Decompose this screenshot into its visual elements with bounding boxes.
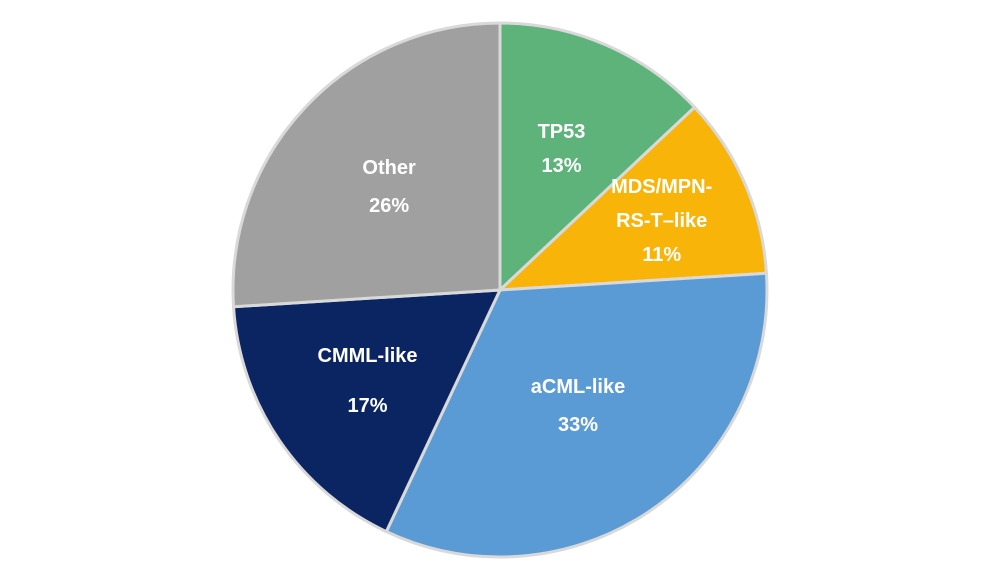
pie-slice-cmml-like bbox=[232, 288, 502, 534]
pie-label-line: 33% bbox=[558, 414, 598, 436]
pie-label-line: RS-T–like bbox=[616, 210, 707, 232]
pie-label-line: 13% bbox=[541, 155, 581, 177]
pie-label-cmml-like: CMML-like 17% bbox=[318, 345, 418, 417]
pie-slice-acml-like bbox=[384, 271, 769, 559]
pie-label-line: TP53 bbox=[538, 121, 586, 143]
pie-label-line: 17% bbox=[347, 395, 387, 417]
pie-label-line: 26% bbox=[369, 195, 409, 217]
pie-label-tp53: TP53 13% bbox=[538, 121, 586, 177]
pie-label-line: CMML-like bbox=[318, 345, 418, 367]
pie-slice-mds-mpn-rs-t-like bbox=[498, 105, 768, 292]
pie-label-line: MDS/MPN- bbox=[611, 176, 712, 198]
pie-slices bbox=[231, 21, 769, 559]
pie-slice-other bbox=[231, 21, 502, 309]
pie-label-other: Other 26% bbox=[362, 157, 416, 217]
pie-labels: TP53 13% MDS/MPN- RS-T–like 11% aCML-like 33% C… bbox=[318, 121, 713, 436]
pie-label-acml-like: aCML-like 33% bbox=[531, 376, 625, 436]
pie-slice-tp53 bbox=[498, 21, 697, 292]
pie-label-line: 11% bbox=[642, 244, 681, 266]
pie-label-line: aCML-like bbox=[531, 376, 625, 398]
pie-label-line: Other bbox=[362, 157, 416, 179]
pie-label-mds-mpn-rs-t-like: MDS/MPN- RS-T–like 11% bbox=[611, 176, 712, 266]
